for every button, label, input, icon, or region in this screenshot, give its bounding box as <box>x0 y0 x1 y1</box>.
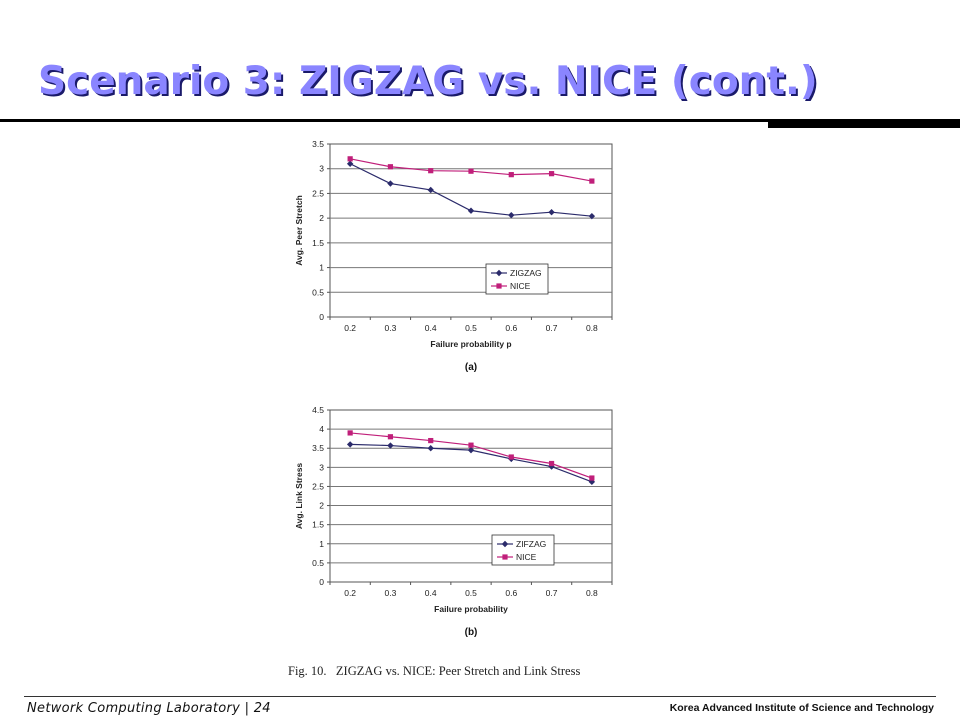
chart0-y-tick-label: 0.5 <box>312 287 324 297</box>
chart0-y-tick-label: 3.5 <box>312 139 324 149</box>
footer-lab-page: Network Computing Laboratory | 24 <box>27 701 271 716</box>
chart0-data-point <box>347 156 353 162</box>
chart1-legend-label: NICE <box>516 552 537 562</box>
chart0-data-point <box>508 172 514 178</box>
chart1-x-tick-label: 0.7 <box>546 588 558 598</box>
chart1-data-point <box>387 442 394 449</box>
chart0-data-point <box>589 178 595 184</box>
chart0-data-point <box>467 207 475 214</box>
chart1-data-point <box>548 460 555 467</box>
chart1-series-nice <box>347 430 595 481</box>
chart0-x-tick-label: 0.3 <box>385 323 397 333</box>
chart1-data-point <box>467 446 475 454</box>
footer-institute: Korea Advanced Institute of Science and … <box>669 702 934 714</box>
link-stress-chart: 00.511.522.533.544.50.2 0.3 0.4 0.5 0.6 0.7 0.… <box>294 405 613 638</box>
chart1-legend-label: ZIFZAG <box>516 539 546 549</box>
chart1-y-tick-label: 1.5 <box>312 520 324 530</box>
chart0-data-point <box>387 180 394 187</box>
chart0-y-tick-label: 2.5 <box>312 188 324 198</box>
chart1-y-tick-label: 3.5 <box>312 443 324 453</box>
chart1-y-tick-label: 0 <box>319 577 324 587</box>
chart1-data-point <box>387 434 394 440</box>
chart1-legend: ZIFZAG NICE <box>491 534 555 566</box>
chart0-x-axis-title: Failure probability p <box>430 339 511 349</box>
chart0-legend-marker <box>495 269 503 277</box>
chart1-y-axis-title: Avg. Link Stress <box>294 463 304 530</box>
chart1-legend-marker <box>502 554 508 560</box>
chart1-y-tick-label: 3 <box>319 462 324 472</box>
chart1-x-tick-label: 0.4 <box>425 588 437 598</box>
chart0-y-ticks: 0 0.5 1 1.5 2 2.5 3 3.5 <box>312 139 330 322</box>
chart0-y-tick-label: 2 <box>319 213 324 223</box>
chart0-x-tick-label: 0.8 <box>586 323 598 333</box>
chart0-legend-label: NICE <box>510 281 531 291</box>
chart0-y-tick-label: 3 <box>319 164 324 174</box>
chart1-legend-marker <box>501 540 509 548</box>
chart1-legend-box <box>491 534 555 566</box>
chart0-x-tick-label: 0.6 <box>505 323 517 333</box>
chart0-y-tick-label: 1 <box>319 263 324 273</box>
chart0-y-tick-label: 0 <box>319 312 324 322</box>
chart1-y-tick-label: 4 <box>319 424 324 434</box>
chart0-data-point <box>548 209 555 216</box>
peer-stretch-chart: 0 0.5 1 1.5 2 2.5 3 3.5 0.2 0.3 0.4 0.5 0.6 0.7 0.8 Fai… <box>294 139 613 373</box>
chart1-plot-area <box>329 409 613 583</box>
chart0-data-point <box>468 168 474 174</box>
chart0-data-point <box>427 186 434 194</box>
chart1-y-tick-label: 2.5 <box>312 481 324 491</box>
chart1-panel-label: (b) <box>465 627 478 638</box>
footer-divider <box>24 696 936 697</box>
chart1-x-tick-label: 0.2 <box>344 588 356 598</box>
chart0-data-point <box>346 160 354 167</box>
chart1-x-axis-title: Failure probability <box>434 604 508 614</box>
chart1-data-point <box>468 442 474 448</box>
chart1-x-tick-label: 0.6 <box>505 588 517 598</box>
chart1-data-point <box>346 441 354 448</box>
chart0-legend: ZIGZAG NICE <box>485 263 549 295</box>
chart0-series-nice <box>347 156 595 184</box>
chart0-panel-label: (a) <box>465 362 477 373</box>
chart1-data-point <box>428 437 434 444</box>
chart0-legend-marker <box>496 283 502 289</box>
chart0-y-tick-label: 1.5 <box>312 238 324 248</box>
chart1-y-ticks: 0 0.5 1 1.5 2 2.5 3 3.5 4 4.5 <box>312 405 330 587</box>
chart1-data-point <box>589 475 595 481</box>
chart1-y-tick-label: 4.5 <box>312 405 324 415</box>
chart1-data-point <box>347 430 353 436</box>
chart0-x-tick-label: 0.7 <box>546 323 558 333</box>
chart0-data-point <box>428 168 434 174</box>
chart1-y-tick-label: 0.5 <box>312 558 324 568</box>
chart0-legend-box <box>485 263 549 295</box>
chart1-x-tick-label: 0.3 <box>385 588 397 598</box>
chart0-x-tick-label: 0.2 <box>344 323 356 333</box>
chart0-legend-label: ZIGZAG <box>510 268 542 278</box>
chart0-x-tick-label: 0.4 <box>425 323 437 333</box>
title-divider-accent <box>768 119 960 128</box>
title-divider <box>0 119 960 122</box>
chart0-x-ticks: 0.2 0.3 0.4 0.5 0.6 0.7 0.8 <box>329 317 613 333</box>
chart1-data-point <box>508 454 514 460</box>
slide-title: Scenario 3: ZIGZAG vs. NICE (cont.) <box>38 59 818 104</box>
chart1-x-ticks: 0.2 0.3 0.4 0.5 0.6 0.7 0.8 <box>329 582 613 598</box>
chart1-x-tick-label: 0.8 <box>586 588 598 598</box>
chart1-x-tick-label: 0.5 <box>465 588 477 598</box>
figure-caption: Fig. 10. ZIGZAG vs. NICE: Peer Stretch a… <box>288 664 581 678</box>
chart1-y-tick-label: 1 <box>319 539 324 549</box>
chart0-data-point <box>548 171 555 177</box>
chart1-y-tick-label: 2 <box>319 501 324 511</box>
chart0-data-point <box>387 164 394 170</box>
chart0-x-tick-label: 0.5 <box>465 323 477 333</box>
chart1-data-point <box>427 445 434 452</box>
chart0-y-axis-title: Avg. Peer Stretch <box>294 195 304 266</box>
